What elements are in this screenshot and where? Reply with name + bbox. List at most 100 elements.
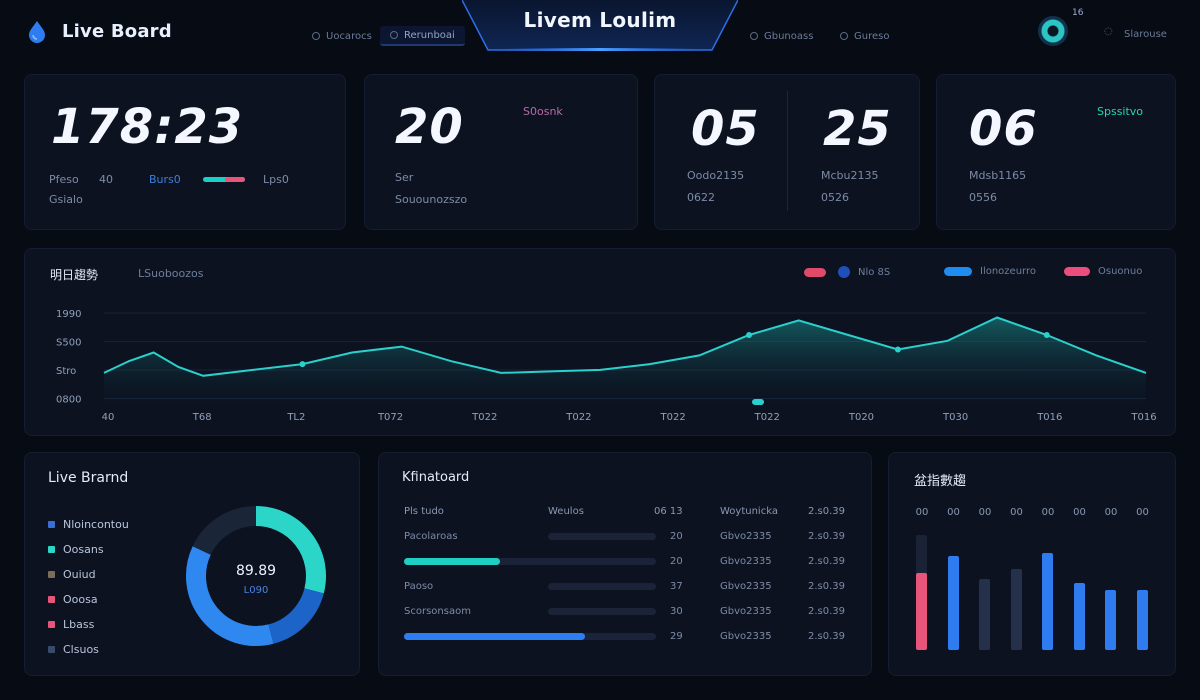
stat-label: Gsialo (49, 193, 83, 206)
divider (787, 91, 788, 211)
donut-legend-item[interactable]: Clsuos (48, 637, 129, 662)
donut-segment (192, 506, 257, 556)
bar[interactable] (1105, 589, 1116, 650)
bar-label: 00 (1136, 507, 1149, 518)
legend-square-icon (48, 546, 55, 553)
trend-legend-item-2[interactable]: Ilonozeurro (944, 266, 1036, 277)
table-header[interactable]: 06 13 (654, 506, 683, 517)
nav-item-4[interactable]: Gureso (830, 26, 899, 46)
trend-legend-item-1[interactable]: Nlo 8S (804, 266, 890, 278)
table-cell-code: Gbvo2335 (720, 531, 772, 542)
donut-legend-label: Ouiud (63, 568, 96, 581)
user-name: Slarouse (1124, 29, 1167, 40)
donut-legend-label: Oosans (63, 543, 104, 556)
bar[interactable] (1073, 582, 1085, 650)
bar[interactable] (1010, 568, 1022, 650)
bar-label: 00 (947, 507, 960, 518)
table-cell-number: 37 (670, 581, 683, 592)
avatar[interactable] (1038, 16, 1068, 46)
table-progress-track (548, 608, 656, 615)
donut-legend: Nloincontou Oosans Ouiud Ooosa Lbass Cls… (48, 512, 129, 662)
stat-accent-label: S0osnk (523, 105, 563, 118)
table-cell-number: 29 (670, 631, 683, 642)
trend-legend-item-3[interactable]: Osuonuo (1064, 266, 1142, 277)
donut-chart: 89.89 L090 (186, 506, 326, 646)
stat-value: 06 (969, 101, 1038, 157)
table-cell-code: Gbvo2335 (720, 581, 772, 592)
title-banner-shape (462, 0, 738, 51)
stat-label: 0622 (687, 191, 715, 204)
stat-label: Pfeso (49, 173, 79, 186)
donut-center-value: 89.89 (236, 563, 276, 579)
donut-legend-item[interactable]: Oosans (48, 537, 129, 562)
bar-label: 00 (978, 507, 992, 518)
progress-bar (203, 177, 245, 182)
donut-legend-label: Lbass (63, 618, 95, 631)
table-header[interactable]: 2.s0.39 (808, 506, 846, 517)
table-cell-value: 2.s0.39 (808, 606, 846, 617)
stat-label: 0526 (821, 191, 849, 204)
legend-dot-icon (838, 266, 850, 278)
donut-title: Live Brarnd (48, 470, 129, 486)
table-cell-value: 2.s0.39 (808, 631, 846, 642)
donut-legend-item[interactable]: Nloincontou (48, 512, 129, 537)
stat-card-3: 05 Oodo2135 0622 25 Mcbu2135 0526 (654, 74, 920, 230)
table-header[interactable]: Pls tudo (404, 506, 444, 517)
stat-card-4: 06 Spssitvo Mdsb1165 0556 (936, 74, 1176, 230)
table-progress-track (404, 558, 656, 565)
stat-label: Lps0 (263, 173, 289, 186)
header: Live Board Uocarocs Rerunboai (0, 0, 1200, 62)
table-header[interactable]: Woytunicka (720, 506, 778, 517)
donut-legend-label: Ooosa (63, 593, 98, 606)
table-progress-fill (404, 633, 586, 640)
table-progress-track (548, 533, 656, 540)
bar[interactable] (1042, 553, 1053, 650)
table-cell-number: 20 (670, 531, 683, 542)
bar-label: 00 (1041, 507, 1055, 518)
table-cell-name: Paoso (404, 581, 434, 592)
nav-dot-icon (390, 31, 398, 39)
donut-legend-item[interactable]: Ooosa (48, 587, 129, 612)
table-title: Kfinatoard (402, 470, 470, 485)
bar[interactable] (947, 556, 959, 650)
nav-item-2[interactable]: Rerunboai (380, 26, 465, 46)
nav-item-4-label: Gureso (854, 30, 890, 42)
bars-title: 盆指數趨 (914, 474, 967, 489)
donut-legend-item[interactable]: Lbass (48, 612, 129, 637)
stat-value: 25 (823, 101, 892, 157)
bar[interactable] (1136, 589, 1148, 650)
table-header[interactable]: Weulos (548, 506, 584, 517)
donut-center-label: L090 (244, 585, 269, 596)
trend-title: 明日趨勢 (50, 268, 99, 282)
donut-legend-label: Clsuos (63, 643, 99, 656)
stat-accent-label: Spssitvo (1097, 105, 1144, 118)
legend-label: Ilonozeurro (980, 266, 1036, 277)
brand[interactable]: Live Board (24, 18, 172, 44)
stat-card-1: 178:23 Pfeso 40 Burs0 Lps0 Gsialo (24, 74, 346, 230)
legend-chip (804, 267, 826, 277)
nav-item-3[interactable]: Gbunoass (740, 26, 823, 46)
stat-value: 20 (395, 99, 464, 155)
nav-item-1[interactable]: Uocarocs (302, 26, 382, 46)
legend-square-icon (48, 571, 55, 578)
legend-square-icon (48, 596, 55, 603)
center-title-banner: Livem Loulim (462, 0, 738, 52)
stat-label: Ser (395, 171, 414, 184)
bar-label: 00 (1104, 507, 1118, 518)
legend-square-icon (48, 646, 55, 653)
table-cell-name: Scorsonsaom (404, 606, 471, 617)
table-progress-fill (404, 558, 500, 565)
table-cell-value: 2.s0.39 (808, 531, 846, 542)
stat-label: Burs0 (149, 173, 181, 186)
table-cell-number: 30 (670, 606, 683, 617)
table-cell-name: Pacolaroas (404, 531, 458, 542)
table-cell-value: 2.s0.39 (808, 556, 846, 567)
nav-item-2-label: Rerunboai (404, 29, 455, 41)
nav-item-3-label: Gbunoass (764, 30, 814, 42)
bell-icon[interactable]: ◌ (1104, 26, 1113, 37)
bars-panel (888, 452, 1176, 676)
bar[interactable] (916, 573, 927, 650)
bar[interactable] (979, 578, 990, 650)
legend-square-icon (48, 621, 55, 628)
donut-legend-item[interactable]: Ouiud (48, 562, 129, 587)
